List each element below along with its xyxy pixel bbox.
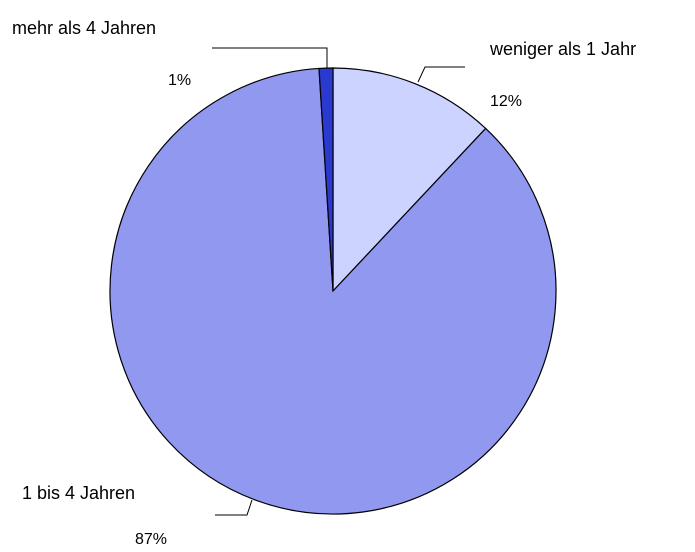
pie-slice <box>332 67 487 293</box>
pie-slice <box>318 67 334 292</box>
slice-value-label: 1% <box>168 72 191 89</box>
leader-line <box>417 66 465 83</box>
slice-value-label: 12% <box>490 93 522 110</box>
slice-label: 1 bis 4 Jahren <box>22 483 135 503</box>
pie-slice <box>109 67 557 515</box>
leader-line <box>215 499 253 516</box>
leader-line <box>212 47 328 68</box>
slice-value-label: 87% <box>135 531 167 548</box>
slice-label: mehr als 4 Jahren <box>12 18 156 38</box>
slice-label: weniger als 1 Jahr <box>489 39 636 59</box>
